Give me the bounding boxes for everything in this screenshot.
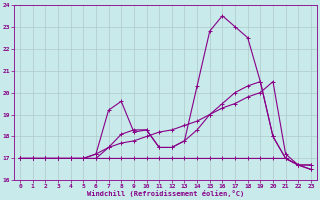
- X-axis label: Windchill (Refroidissement éolien,°C): Windchill (Refroidissement éolien,°C): [87, 190, 244, 197]
